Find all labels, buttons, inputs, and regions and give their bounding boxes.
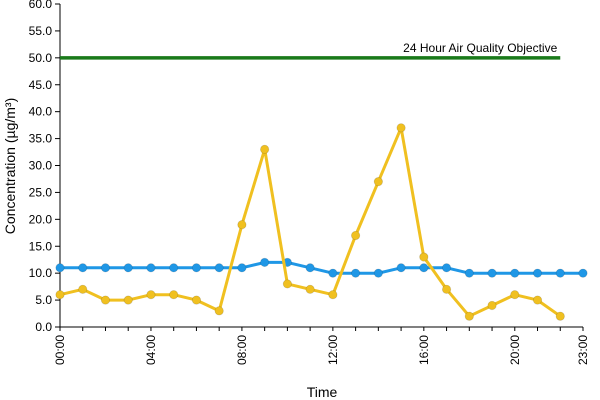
x-tick-label: 16:00 <box>417 335 431 365</box>
y-tick-label: 15.0 <box>29 239 53 253</box>
series-group <box>55 123 588 321</box>
y-tick-label: 55.0 <box>29 24 53 38</box>
series-point <box>305 263 315 273</box>
series-2 <box>55 123 565 321</box>
y-tick-label: 20.0 <box>29 212 53 226</box>
series-point <box>396 263 406 273</box>
series-point <box>100 263 111 273</box>
series-point <box>55 263 65 273</box>
series-point <box>214 306 224 316</box>
series-point <box>169 263 179 273</box>
series-point <box>328 268 338 278</box>
series-point <box>260 257 270 267</box>
series-point <box>464 311 474 321</box>
series-point <box>191 263 202 273</box>
series-point <box>487 268 497 278</box>
y-axis: 0.0 5.0 10.0 15.0 20.0 25.0 30.0 35.0 40.0 45.0 50… <box>29 0 61 334</box>
series-point <box>351 230 361 241</box>
series-point <box>555 268 565 278</box>
reference-line-label: 24 Hour Air Quality Objective <box>403 41 557 55</box>
x-tick-label: 08:00 <box>235 335 249 365</box>
y-tick-label: 0.0 <box>35 320 52 334</box>
series-point <box>396 123 406 133</box>
y-tick-label: 50.0 <box>29 51 53 65</box>
series-point <box>169 290 179 300</box>
series-point <box>441 284 452 294</box>
y-tick-label: 45.0 <box>29 78 53 92</box>
series-point <box>260 144 270 154</box>
x-tick-label: 00:00 <box>53 335 67 365</box>
y-tick-label: 30.0 <box>29 159 53 173</box>
x-axis: 00:00 04:00 08:00 12:00 16:00 20:00 23:00 <box>53 326 590 365</box>
y-tick-label: 10.0 <box>29 266 53 280</box>
x-axis-title: Time <box>307 384 338 400</box>
series-point <box>419 263 429 273</box>
series-point <box>78 284 88 294</box>
series-point <box>237 263 247 273</box>
x-tick-label: 20:00 <box>508 335 522 365</box>
series-1 <box>55 257 588 278</box>
series-point <box>532 295 543 305</box>
x-tick-label: 23:00 <box>576 335 590 365</box>
series-point <box>100 295 111 305</box>
series-point <box>373 268 383 278</box>
y-tick-label: 25.0 <box>29 185 53 199</box>
series-point <box>487 300 497 311</box>
series-point <box>578 268 588 278</box>
series-point <box>351 268 361 278</box>
series-point <box>510 268 520 278</box>
y-tick-label: 5.0 <box>35 293 52 307</box>
x-tick-label: 12:00 <box>326 335 340 365</box>
series-point <box>237 220 247 230</box>
series-point <box>510 290 520 300</box>
series-point <box>532 268 543 278</box>
series-point <box>146 290 156 300</box>
series-point <box>419 252 429 262</box>
series-point <box>441 263 452 273</box>
series-point <box>55 290 65 300</box>
series-point <box>328 290 338 300</box>
series-point <box>555 311 565 321</box>
series-point <box>123 263 133 273</box>
series-point <box>78 263 88 273</box>
series-point <box>373 177 383 187</box>
series-point <box>305 284 315 294</box>
y-tick-label: 35.0 <box>29 132 53 146</box>
series-point <box>214 263 224 273</box>
y-tick-label: 60.0 <box>29 0 53 11</box>
series-point <box>191 295 202 305</box>
series-point <box>464 268 474 278</box>
series-point <box>123 295 133 305</box>
series-line <box>60 260 583 275</box>
reference-line-group: 24 Hour Air Quality Objective <box>60 41 561 60</box>
y-tick-label: 40.0 <box>29 105 53 119</box>
series-point <box>146 263 156 273</box>
y-axis-title: Concentration (µg/m³) <box>2 98 18 234</box>
x-tick-label: 04:00 <box>144 335 158 365</box>
series-point <box>282 279 292 289</box>
